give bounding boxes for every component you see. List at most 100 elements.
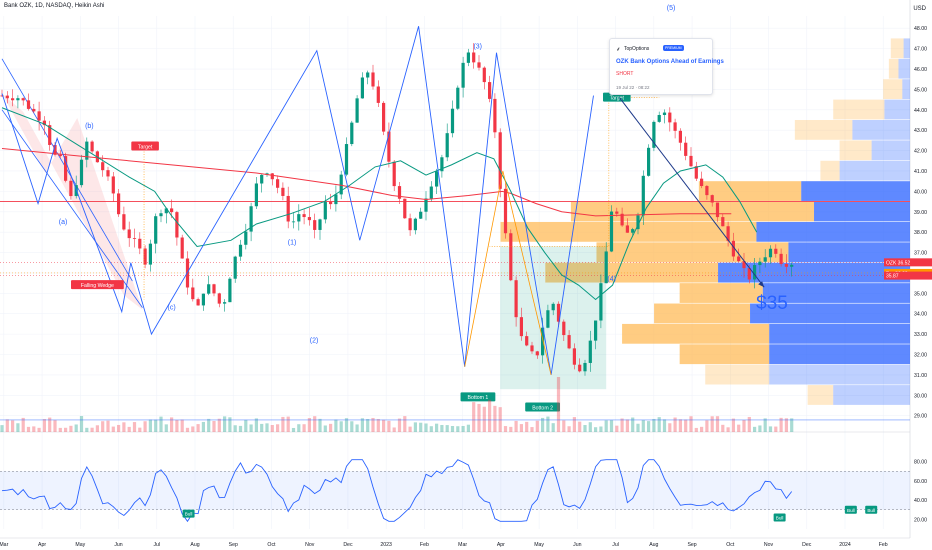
- rsi-signal-label: Bull: [185, 512, 193, 517]
- candle-body: [37, 111, 41, 121]
- time-tick-label: Aug: [649, 542, 658, 548]
- volume-bar: [371, 417, 375, 432]
- volume-bar: [111, 426, 115, 432]
- volume-bar: [625, 419, 629, 432]
- candle-body: [525, 336, 529, 346]
- candle-body: [117, 193, 121, 215]
- volume-bar: [461, 425, 465, 432]
- price-tick-label: 38.00: [914, 230, 927, 236]
- volume-bar: [286, 416, 290, 432]
- volume-bar: [525, 421, 529, 432]
- volume-bar: [85, 427, 89, 432]
- volume-bar: [138, 427, 142, 432]
- volume-profile-down: [852, 120, 910, 140]
- candle-body: [429, 186, 433, 199]
- volume-bar: [599, 426, 603, 432]
- volume-bar: [424, 423, 428, 432]
- volume-profile-down: [801, 181, 910, 201]
- candle-body: [101, 162, 105, 171]
- candle-body: [260, 174, 264, 184]
- candle-body: [779, 253, 783, 265]
- volume-profile-up: [679, 283, 763, 303]
- volume-bar: [281, 416, 285, 432]
- time-tick-label: Dec: [802, 542, 812, 548]
- wave-label: (c): [168, 305, 176, 312]
- candle-body: [11, 98, 15, 101]
- volume-profile-up: [596, 242, 789, 263]
- candle-body: [758, 261, 762, 266]
- candle-body: [403, 198, 407, 219]
- volume-bar: [721, 424, 725, 432]
- volume-bar: [148, 419, 152, 432]
- time-tick-label: Jun: [573, 542, 581, 548]
- forecast-arrow: [619, 97, 765, 288]
- volume-bar: [5, 419, 9, 432]
- volume-profile-up: [833, 99, 885, 120]
- volume-bar: [344, 418, 349, 432]
- volume-bar: [694, 427, 698, 432]
- idea-card[interactable]: ⸙ TopOptions PREMIUM OZK Bank Options Ah…: [609, 38, 724, 95]
- volume-bar: [657, 417, 661, 432]
- volume-bar: [122, 422, 126, 432]
- volume-bar: [228, 417, 232, 432]
- candle-body: [721, 217, 725, 227]
- premium-badge: PREMIUM: [663, 45, 684, 51]
- rsi-tick-label: 80.00: [914, 460, 927, 466]
- candle-body: [159, 213, 163, 217]
- volume-bar: [758, 425, 762, 432]
- price-tick-label: 31.00: [914, 373, 927, 379]
- volume-profile-down: [898, 58, 910, 79]
- pattern-flag-label: Target: [610, 95, 625, 101]
- candle-body: [567, 335, 571, 349]
- rsi-signal-label: Bull: [867, 508, 875, 513]
- volume-bar: [233, 425, 237, 432]
- time-tick-label: Jun: [114, 542, 122, 548]
- candle-body: [768, 248, 773, 258]
- volume-bar: [291, 427, 296, 432]
- candle-body: [530, 345, 534, 352]
- volume-profile-down: [902, 79, 910, 100]
- price-tick-label: 45.00: [914, 87, 927, 93]
- candle-body: [715, 202, 720, 218]
- volume-profile-up: [794, 120, 853, 140]
- candle-body: [662, 112, 667, 116]
- double-bottom-zone: [500, 246, 607, 390]
- candle-body: [498, 132, 502, 189]
- volume-profile-down: [769, 364, 910, 385]
- candle-body: [122, 214, 126, 230]
- candle-body: [541, 327, 545, 356]
- candle-body: [647, 147, 651, 176]
- candle-body: [705, 186, 709, 196]
- volume-bar: [101, 421, 105, 432]
- volume-profile-down: [756, 221, 910, 242]
- volume-bar: [403, 416, 407, 432]
- candle-body: [281, 187, 285, 196]
- candle-body: [450, 108, 455, 134]
- volume-bar: [175, 420, 179, 432]
- volume-profile-up: [570, 201, 815, 222]
- volume-bar: [79, 416, 84, 432]
- candle-body: [774, 248, 778, 254]
- volume-bar: [397, 418, 402, 432]
- idea-title[interactable]: OZK Bank Options Ahead of Earnings: [616, 59, 724, 65]
- volume-bar: [69, 425, 73, 432]
- candle-body: [318, 219, 322, 230]
- candle-body: [631, 229, 635, 233]
- candle-body: [382, 102, 386, 132]
- volume-bar: [456, 426, 460, 432]
- volume-bar: [376, 419, 380, 432]
- volume-profile-down: [718, 262, 910, 283]
- time-tick-label: Mar: [458, 542, 467, 548]
- time-tick-label: Nov: [764, 542, 774, 548]
- pattern-flag-label: Falling Wedge: [81, 283, 114, 289]
- candle-body: [323, 201, 327, 220]
- volume-bar: [318, 418, 322, 432]
- volume-profile-up: [698, 181, 802, 201]
- candle-body: [503, 188, 508, 234]
- volume-bar: [493, 405, 497, 432]
- candle-body: [48, 125, 52, 145]
- candle-body: [366, 72, 370, 78]
- candle-body: [233, 256, 237, 279]
- volume-bar: [731, 418, 735, 432]
